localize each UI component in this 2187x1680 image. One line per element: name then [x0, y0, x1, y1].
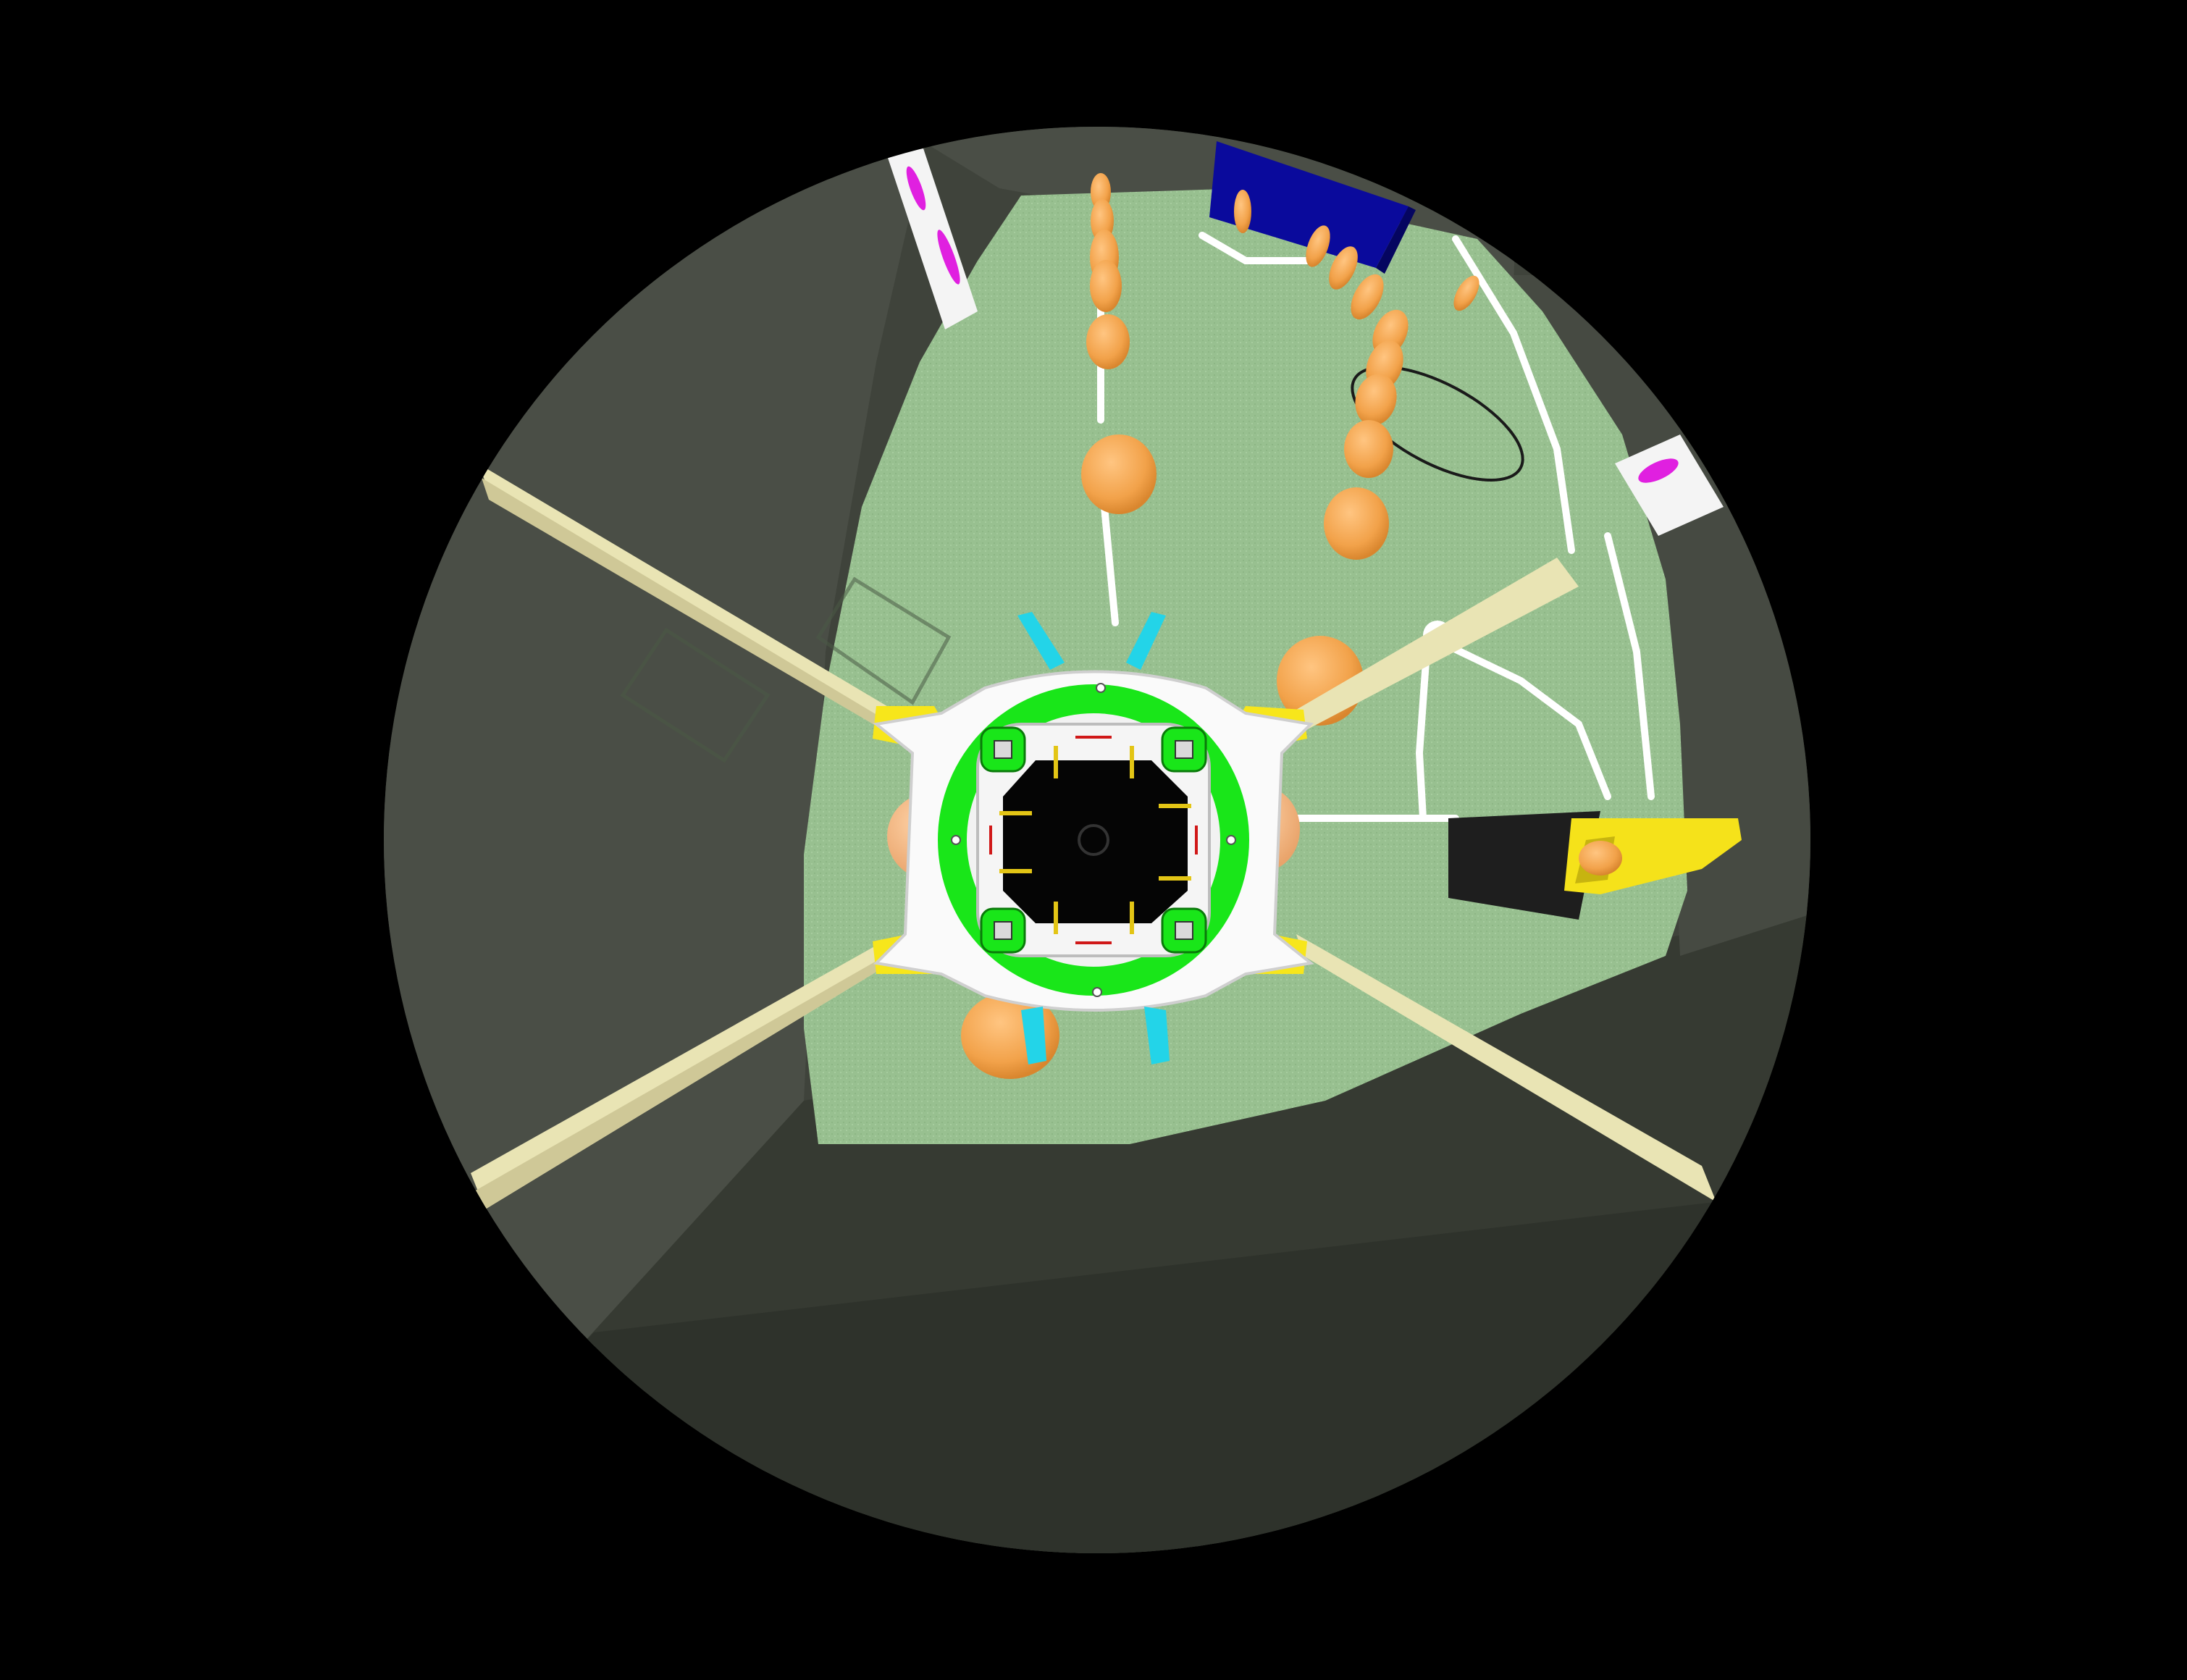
ball [1351, 274, 1384, 320]
robot-corner-pads [980, 726, 1207, 954]
fisheye-lens-view [384, 127, 1810, 1553]
ball [1355, 374, 1397, 426]
mast-arm [1296, 934, 1716, 1202]
mast-arm-shade [482, 478, 901, 739]
field-lines [1097, 206, 1655, 822]
left-wall [384, 127, 934, 1553]
right-sideline [1452, 235, 1575, 554]
robot-cyan-brackets [1017, 612, 1170, 1064]
ball [1306, 225, 1330, 267]
white-wall-strip [887, 148, 978, 329]
near-goal-area-line [1427, 634, 1611, 800]
mast-arm [1296, 558, 1579, 731]
corner-chip [1175, 921, 1193, 940]
magenta-marker [937, 230, 960, 285]
robot-camera-opening [1003, 760, 1188, 923]
penalty-line [1415, 648, 1430, 822]
ball [1453, 275, 1479, 311]
blue-goal-side [1376, 206, 1416, 274]
yellow-goal-frame [1448, 811, 1600, 920]
corner-chip [1175, 740, 1193, 759]
corner-chip [994, 921, 1012, 940]
ball [1329, 246, 1358, 290]
magenta-marker [1638, 458, 1679, 483]
camera-lens-icon [1078, 824, 1109, 856]
robot-indicators [989, 736, 1198, 944]
blue-goal [1209, 141, 1409, 268]
ball [1234, 190, 1251, 233]
robot-pins [999, 746, 1191, 934]
camera-mast-arms [471, 463, 1716, 1209]
right-touchline [1604, 532, 1655, 800]
center-line-lower [1101, 503, 1119, 626]
ball [1324, 487, 1389, 560]
shadow-lattice [620, 576, 952, 763]
ball [1081, 434, 1157, 514]
ball [1344, 420, 1393, 478]
far-goal-area-line [1199, 232, 1314, 264]
center-circle [1351, 366, 1524, 482]
ball [1090, 260, 1122, 312]
robot-fixtures [951, 683, 1236, 997]
white-wall-strip [1615, 434, 1724, 536]
mast-arm-shade [474, 954, 891, 1209]
magenta-marker [906, 166, 926, 211]
ball [1086, 314, 1130, 369]
corner-chip [994, 740, 1012, 759]
ball [1579, 841, 1622, 875]
robot-top-view [873, 612, 1314, 1064]
